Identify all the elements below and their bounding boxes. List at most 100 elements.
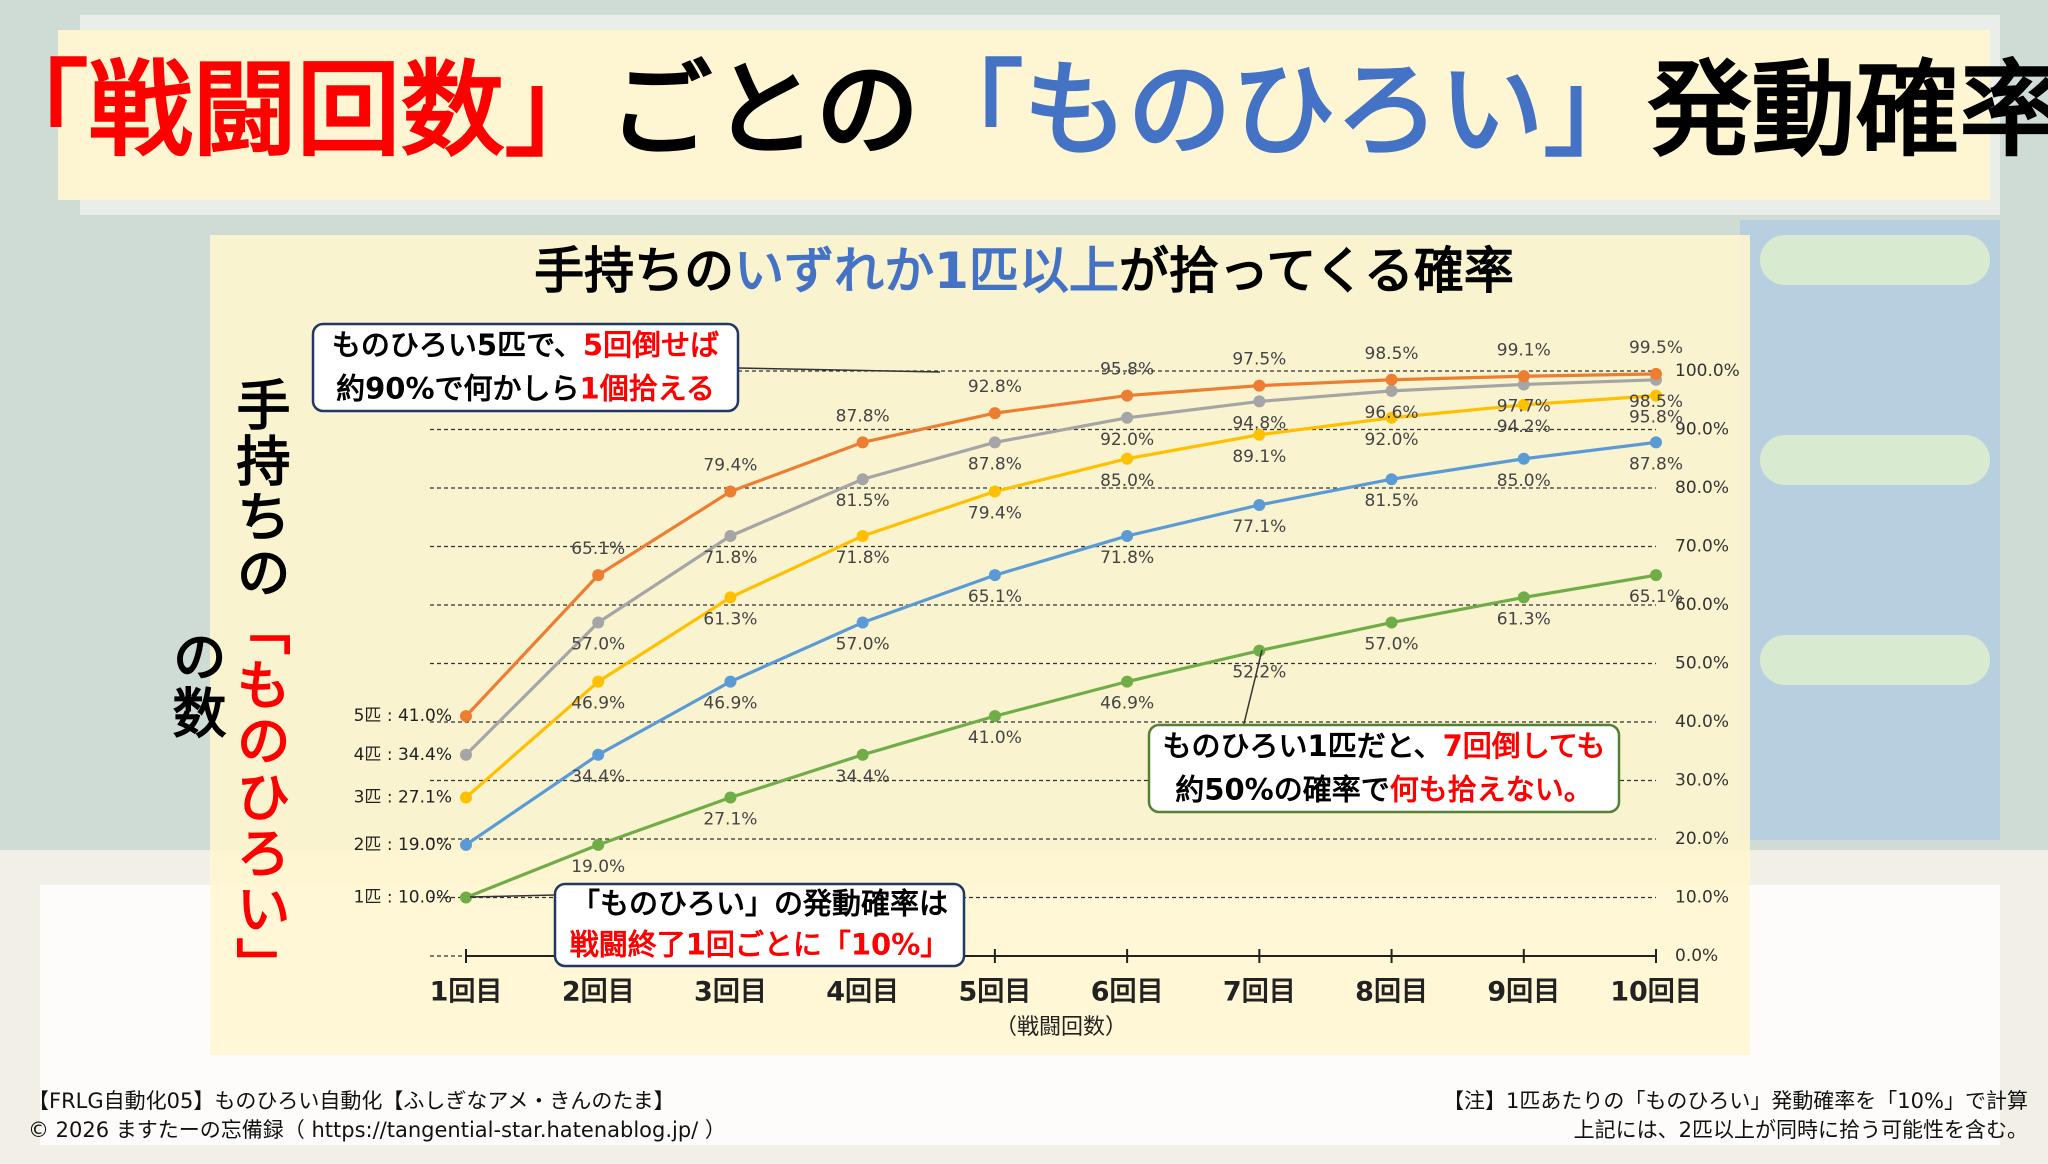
data-point (856, 748, 869, 761)
data-point (1650, 436, 1662, 449)
data-label: 10.0% (398, 888, 452, 908)
callout-text: ものひろい1匹だと、7回倒しても (1163, 729, 1606, 763)
data-point (592, 616, 605, 629)
callout-part: ものひろい1匹だと、 (1163, 729, 1443, 763)
bg-bar (1760, 635, 1990, 685)
data-label: 96.6% (1365, 403, 1419, 423)
data-point (1385, 373, 1398, 386)
legend-entry: 1匹 (354, 888, 382, 908)
data-label: 34.4% (571, 767, 625, 787)
data-point (1121, 411, 1134, 424)
data-label: 65.1% (1629, 587, 1683, 607)
callout-pointer (737, 367, 941, 373)
data-point (460, 710, 472, 723)
bg-bar (1760, 435, 1990, 485)
y-tick-label: 20.0% (1675, 829, 1729, 849)
title-part: ごとの (609, 49, 920, 171)
x-tick-label: 7回目 (1223, 977, 1296, 1008)
y-tick-label: 50.0% (1675, 654, 1729, 674)
y-tick-label: 30.0% (1675, 771, 1729, 791)
callout-text: 「ものひろい」の発動確率は (571, 887, 948, 921)
annotations: ものひろい5匹で、5回倒せば約90%で何かしら1個拾えるものひろい1匹だと、7回… (311, 322, 1621, 968)
callout-part: 7回倒しても (1443, 729, 1606, 763)
y-label-part: 手持ちの (227, 377, 290, 601)
data-point (592, 748, 605, 761)
y-tick-label: 0.0% (1675, 946, 1718, 966)
data-point (1253, 498, 1266, 511)
y-label-part: の数 (163, 629, 226, 741)
data-point (460, 748, 472, 761)
data-point (1253, 428, 1266, 441)
data-point (460, 791, 472, 804)
data-point (988, 407, 1001, 420)
callout-pointer (469, 894, 556, 898)
data-label: 61.3% (703, 609, 757, 629)
y-tick-label: 90.0% (1675, 420, 1729, 440)
series-start-label: 5匹 : 41.0% (354, 706, 452, 726)
footer-left: 【FRLG自動化05】ものひろい自動化【ふしぎなアメ・きんのたま】 (28, 1089, 675, 1113)
data-point (1121, 675, 1134, 688)
data-label: 79.4% (703, 456, 757, 476)
data-point (592, 838, 605, 851)
data-label: 87.8% (968, 454, 1022, 474)
callout-text: 戦闘終了1回ごとに「10%」 (570, 928, 950, 962)
data-label: 65.1% (571, 539, 625, 559)
data-point (1253, 644, 1266, 657)
series-line (465, 440, 1657, 847)
x-tick-label: 1回目 (430, 977, 503, 1008)
data-label: 99.5% (1629, 338, 1683, 358)
data-label: 97.5% (1232, 350, 1286, 370)
data-label: 71.8% (703, 548, 757, 568)
data-point (856, 473, 869, 486)
series-start-label: 2匹 : 19.0% (354, 835, 452, 855)
data-point (724, 529, 737, 542)
data-label: 34.4% (836, 767, 890, 787)
x-tick-label: 2回目 (562, 977, 635, 1008)
label-separator: : (381, 706, 398, 726)
y-tick-label: 100.0% (1675, 361, 1740, 381)
data-point (1650, 367, 1662, 380)
data-point (1121, 389, 1134, 402)
callout-part: 5回倒せば (583, 328, 719, 362)
x-tick-label: 5回目 (958, 977, 1031, 1008)
legend-entry: 4匹 (354, 745, 382, 765)
data-point (1253, 379, 1266, 392)
footer-right: 【注】1匹あたりの「ものひろい」発動確率を「10%」で計算 (1443, 1089, 2028, 1113)
subtitle-part: 手持ちの (534, 242, 734, 300)
data-label: 19.0% (571, 857, 625, 877)
x-axis-title: （戦闘回数） (995, 1015, 1127, 1040)
data-label: 27.1% (703, 809, 757, 829)
data-label: 87.8% (836, 406, 890, 426)
footer-right: 上記には、2匹以上が同時に拾う可能性を含む。 (1574, 1118, 2028, 1142)
title-part: 「ものひろい」 (919, 49, 1647, 171)
series-line (465, 573, 1657, 899)
series-line (464, 378, 1657, 756)
data-point (1121, 529, 1134, 542)
y-tick-label: 60.0% (1675, 595, 1729, 615)
title-part: 発動確率 (1647, 49, 2048, 171)
series-start-label: 1匹 : 10.0% (354, 888, 452, 908)
footer-left: © 2026 ますたーの忘備録（ https://tangential-star… (28, 1118, 726, 1142)
data-point (988, 485, 1001, 498)
x-tick-label: 8回目 (1355, 977, 1428, 1008)
data-point (1517, 370, 1530, 383)
callout-text: 約50%の確率で何も拾えない。 (1175, 772, 1592, 806)
data-point (1650, 389, 1662, 402)
label-separator: : (381, 835, 398, 855)
data-label: 98.5% (1629, 392, 1683, 412)
callout-box (1147, 723, 1621, 814)
x-tick-label: 3回目 (694, 977, 767, 1008)
data-label: 52.2% (1232, 663, 1286, 683)
callout-box (311, 322, 740, 413)
data-label: 46.9% (571, 694, 625, 714)
data-point (592, 675, 605, 688)
data-point (856, 616, 869, 629)
data-label: 71.8% (1100, 548, 1154, 568)
callout-part: 1個拾える (580, 371, 715, 405)
data-label: 77.1% (1232, 517, 1286, 537)
plot-area: 0.0% 10.0% 20.0% 30.0% 40.0% 50.0% 60.0% 70.0% 8… (354, 338, 1740, 1008)
data-point (592, 569, 605, 582)
data-point (1385, 384, 1398, 397)
